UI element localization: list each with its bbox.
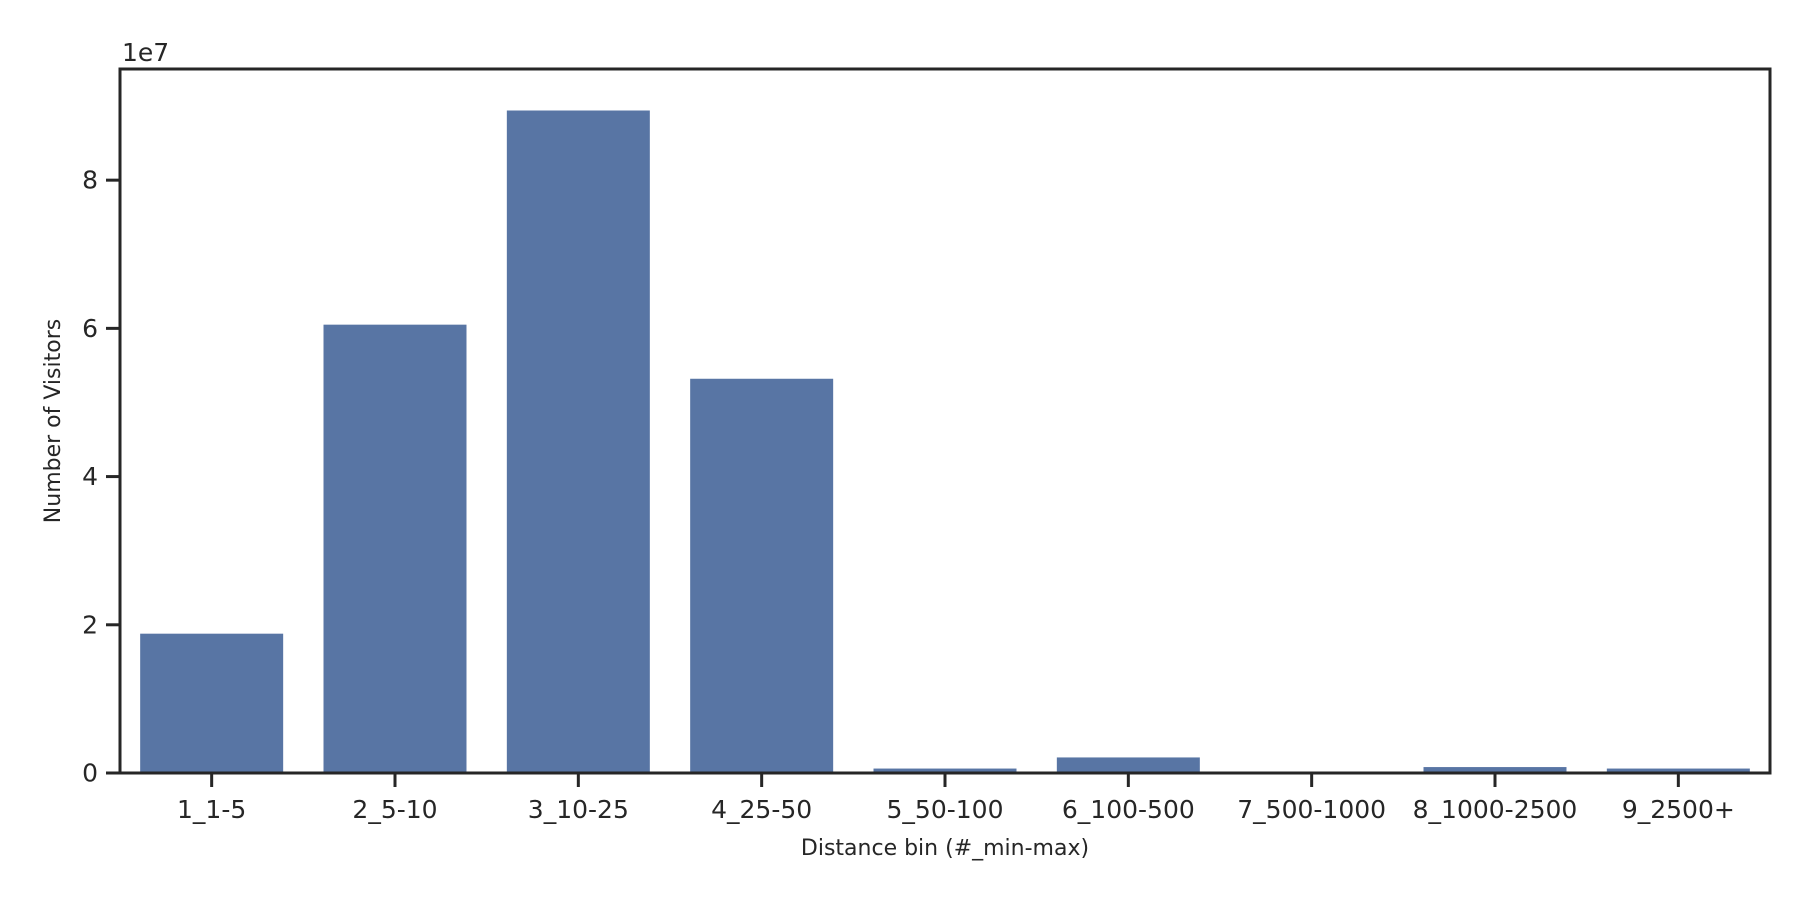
- x-tick-label: 7_500-1000: [1237, 795, 1386, 824]
- bars-group: [140, 110, 1750, 773]
- bar-3_10-25: [506, 110, 650, 773]
- y-tick-label: 8: [82, 166, 98, 195]
- x-tick-label: 3_10-25: [528, 795, 629, 824]
- y-tick-label: 6: [82, 314, 98, 343]
- y-tick-label: 2: [82, 610, 98, 639]
- bar-4_25-50: [690, 378, 834, 773]
- x-tick-label: 4_25-50: [711, 795, 812, 824]
- x-tick-label: 8_1000-2500: [1413, 795, 1578, 824]
- x-tick-label: 2_5-10: [352, 795, 437, 824]
- bar-2_5-10: [323, 324, 467, 773]
- x-axis-ticks: 1_1-5 2_5-10 3_10-25 4_25-50 5_50-100 6_100-5…: [177, 773, 1735, 824]
- y-axis-offset-label: 1e7: [122, 38, 169, 67]
- y-axis-ticks: 0 2 4 6 8: [82, 166, 120, 788]
- x-tick-label: 5_50-100: [887, 795, 1004, 824]
- bar-9_2500+: [1606, 768, 1750, 773]
- bar-8_1000-2500: [1423, 767, 1567, 773]
- bar-5_50-100: [873, 768, 1017, 773]
- x-tick-label: 9_2500+: [1622, 795, 1735, 824]
- y-axis-label: Number of Visitors: [41, 319, 66, 523]
- bar-6_100-500: [1056, 757, 1200, 773]
- x-tick-label: 1_1-5: [177, 795, 246, 824]
- bar-1_1-5: [140, 633, 284, 773]
- y-tick-label: 0: [82, 759, 98, 788]
- x-axis-label: Distance bin (#_min-max): [801, 836, 1089, 861]
- x-tick-label: 6_100-500: [1062, 795, 1195, 824]
- y-tick-label: 4: [82, 462, 98, 491]
